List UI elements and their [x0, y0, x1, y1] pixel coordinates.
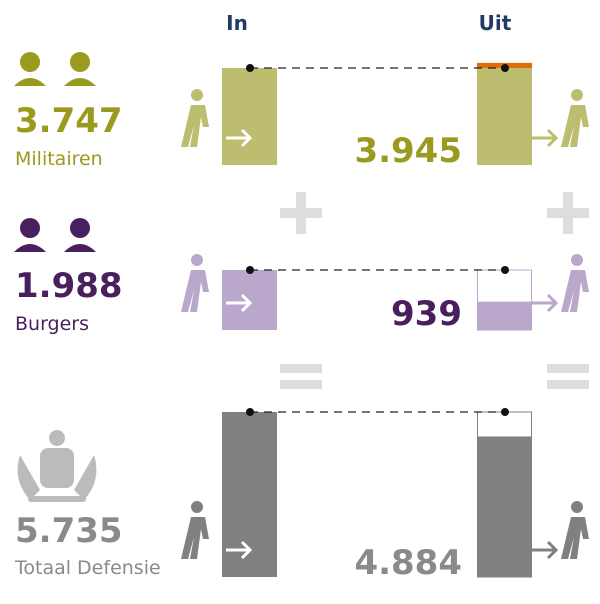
person-body — [14, 244, 46, 252]
series-out-value: 939 — [391, 294, 462, 334]
walker-head — [191, 501, 203, 513]
walker-body — [561, 105, 589, 147]
dot — [501, 266, 509, 274]
dot — [246, 408, 254, 416]
person-head — [20, 218, 40, 238]
walker-head — [571, 254, 583, 266]
arrow — [226, 128, 253, 148]
walker-head — [571, 89, 583, 101]
walker-body — [561, 270, 589, 312]
person-head — [20, 52, 40, 72]
series-in-value: 1.988 — [15, 266, 123, 306]
person-head — [70, 218, 90, 238]
series-out-value: 3.945 — [354, 131, 462, 171]
arrow — [226, 293, 253, 313]
walker-head — [191, 89, 203, 101]
dot — [501, 64, 509, 72]
series-in-value: 3.747 — [15, 101, 123, 141]
walker-body — [181, 105, 209, 147]
in-bar — [222, 68, 277, 165]
in-header: In — [226, 11, 248, 35]
person-body — [14, 78, 46, 86]
arrow — [532, 293, 559, 313]
in-bar — [222, 270, 277, 330]
arrow — [532, 540, 559, 560]
series-name: Totaal Defensie — [14, 557, 161, 579]
out-bar — [477, 301, 532, 330]
dot — [246, 64, 254, 72]
out-bar — [477, 68, 532, 165]
dot — [246, 266, 254, 274]
out-header: Uit — [479, 11, 512, 35]
series-name: Militairen — [15, 148, 103, 170]
series-in-value: 5.735 — [15, 511, 123, 551]
person-body — [64, 78, 96, 86]
walker-body — [181, 517, 209, 559]
walker-body — [561, 517, 589, 559]
arrow — [532, 128, 559, 148]
series-out-value: 4.884 — [354, 543, 462, 583]
arrow — [226, 540, 253, 560]
walker-body — [181, 270, 209, 312]
person-body — [64, 244, 96, 252]
walker-head — [571, 501, 583, 513]
coat-of-arms — [17, 430, 97, 502]
out-bar — [477, 436, 532, 577]
walker-head — [191, 254, 203, 266]
person-head — [70, 52, 90, 72]
series-name: Burgers — [15, 313, 89, 335]
equal-signs — [280, 364, 589, 389]
plus-signs — [280, 192, 589, 234]
dot — [501, 408, 509, 416]
